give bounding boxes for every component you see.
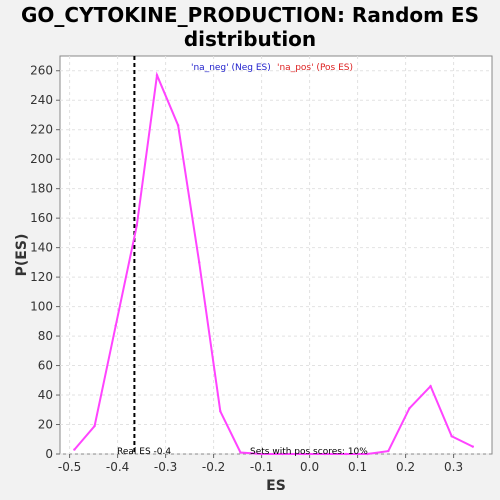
real-es-label: Real ES -0.4 [117, 447, 171, 457]
x-tick-label: 0.1 [348, 460, 367, 474]
es-data-point [176, 124, 180, 127]
y-tick-label: 140 [30, 241, 53, 255]
es-data-point [366, 452, 369, 456]
x-tick-label: -0.3 [154, 460, 177, 474]
es-data-point [135, 224, 138, 227]
y-tick-label: 120 [30, 270, 53, 284]
y-tick-label: 160 [30, 211, 53, 225]
es-data-point [93, 424, 96, 428]
es-data-point [408, 407, 411, 410]
x-tick-label: -0.4 [106, 460, 129, 474]
gridlines [60, 56, 492, 455]
legend-neg-es: 'na_neg' (Neg ES) [191, 63, 271, 73]
x-tick-label: -0.2 [202, 460, 225, 474]
axis-ticks: -0.5 -0.4 -0.3 -0.2 -0.1 0.0 0.1 0.2 0.3 0 20 40 60 8… [30, 64, 463, 474]
es-data-point [260, 452, 263, 456]
es-data-point [302, 452, 306, 456]
es-data-point [387, 449, 390, 453]
chart-title-line-2: distribution [184, 27, 316, 51]
es-data-point [429, 384, 432, 388]
y-tick-label: 80 [38, 329, 53, 343]
x-tick-label: -0.1 [250, 460, 273, 474]
chart-title-line-1: GO_CYTOKINE_PRODUCTION: Random ES [21, 3, 479, 27]
legend-pos-es: 'na_pos' (Pos ES) [277, 63, 353, 73]
es-data-point [323, 452, 327, 456]
es-data-point [198, 261, 201, 264]
x-tick-label: -0.5 [58, 460, 81, 474]
es-data-point [219, 410, 222, 413]
es-data-point [114, 324, 117, 327]
y-tick-label: 220 [30, 123, 53, 137]
x-tick-label: 0.3 [444, 460, 463, 474]
es-data-point [471, 445, 474, 448]
x-tick-label: 0.2 [396, 460, 415, 474]
pos-scores-note: Sets with pos scores: 10% [250, 447, 368, 457]
y-tick-label: 240 [30, 93, 53, 107]
y-tick-label: 0 [45, 447, 53, 461]
es-distribution-points [73, 73, 474, 456]
es-data-point [450, 435, 453, 438]
es-data-point [239, 451, 242, 454]
y-tick-label: 180 [30, 182, 53, 196]
x-axis-label: ES [266, 478, 286, 494]
es-data-point [281, 452, 284, 456]
x-tick-label: 0.0 [300, 460, 319, 474]
es-data-point [344, 452, 348, 456]
y-tick-label: 100 [30, 300, 53, 314]
plot-area [59, 55, 493, 455]
es-data-point [73, 448, 76, 451]
y-tick-label: 40 [38, 388, 53, 402]
y-tick-label: 200 [30, 152, 53, 166]
es-distribution-line [73, 71, 474, 455]
y-tick-label: 260 [30, 64, 53, 78]
y-tick-label: 20 [38, 418, 53, 432]
y-tick-label: 60 [38, 359, 53, 373]
es-data-point [155, 73, 159, 77]
y-axis-label: P(ES) [14, 234, 30, 277]
